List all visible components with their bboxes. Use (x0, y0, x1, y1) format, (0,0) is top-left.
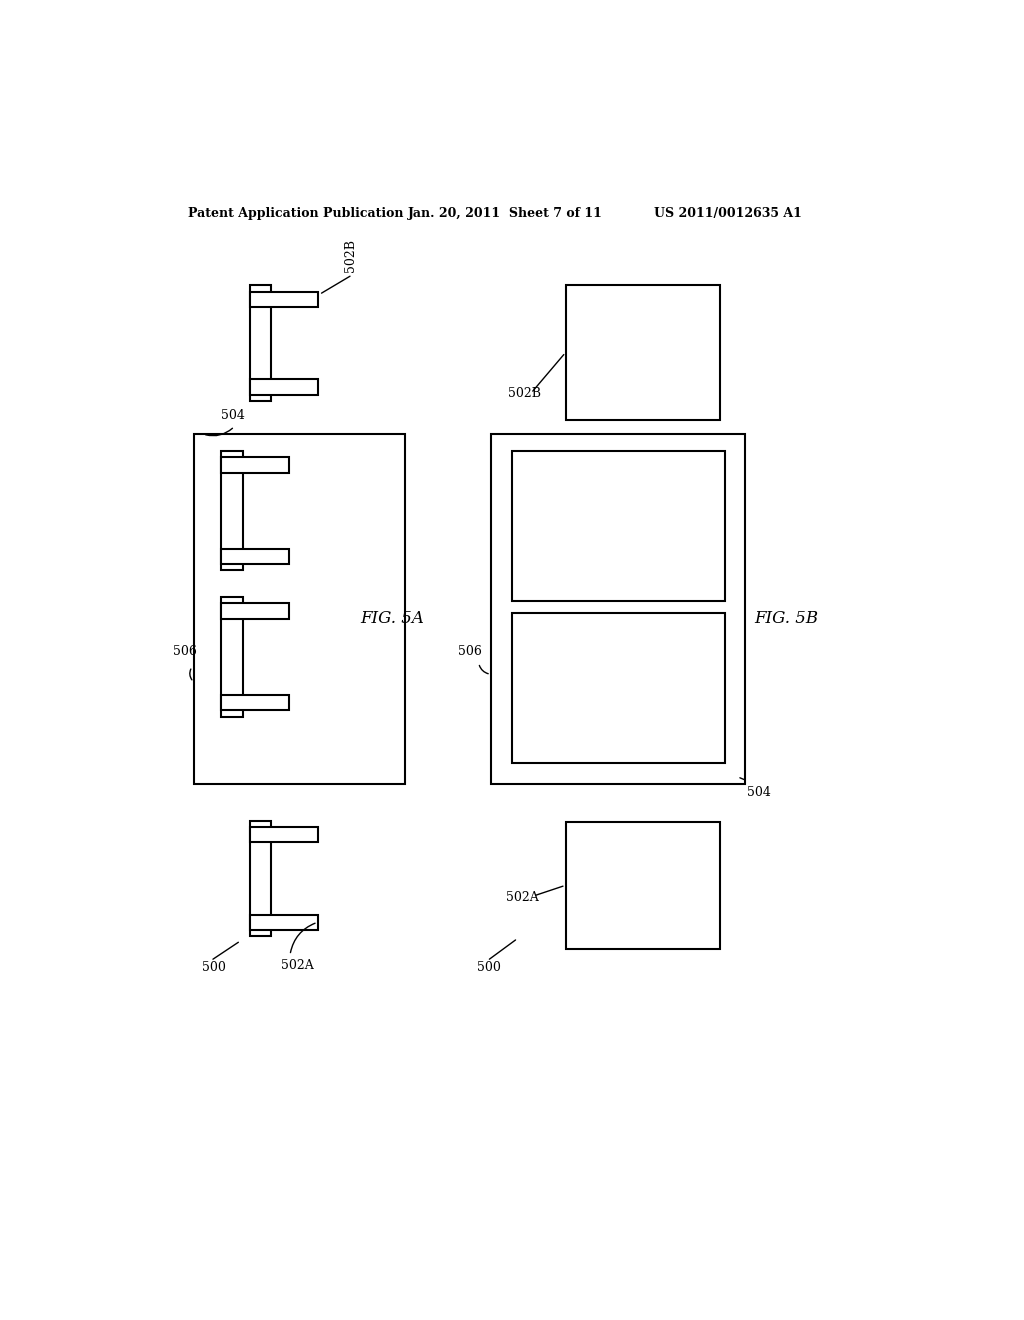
Bar (250, 285, 271, 401)
Bar (490, 434, 745, 784)
Bar (250, 292, 317, 308)
Text: Jan. 20, 2011  Sheet 7 of 11: Jan. 20, 2011 Sheet 7 of 11 (408, 207, 603, 220)
Text: 504: 504 (221, 409, 246, 422)
Bar (194, 434, 406, 784)
Bar (512, 612, 725, 763)
Text: FIG. 5B: FIG. 5B (755, 610, 818, 627)
Bar (221, 696, 289, 710)
Bar (250, 821, 271, 936)
Text: 506: 506 (173, 644, 197, 657)
Bar (221, 597, 243, 717)
Text: 502A: 502A (281, 960, 313, 973)
Bar (250, 915, 317, 929)
Text: US 2011/0012635 A1: US 2011/0012635 A1 (654, 207, 802, 220)
Bar (221, 549, 289, 564)
Text: 502A: 502A (506, 891, 539, 904)
Bar (250, 826, 317, 842)
Bar (565, 285, 720, 420)
Text: 506: 506 (458, 644, 481, 657)
Bar (221, 451, 243, 570)
Bar (250, 379, 317, 395)
Bar (512, 451, 725, 601)
Text: Patent Application Publication: Patent Application Publication (188, 207, 403, 220)
Bar (565, 822, 720, 949)
Bar (221, 457, 289, 473)
Text: 502B: 502B (343, 239, 356, 272)
Text: 502B: 502B (508, 387, 541, 400)
Bar (221, 603, 289, 619)
Text: 500: 500 (477, 961, 501, 974)
Text: FIG. 5A: FIG. 5A (360, 610, 424, 627)
Text: 504: 504 (746, 785, 770, 799)
Text: 500: 500 (202, 961, 226, 974)
